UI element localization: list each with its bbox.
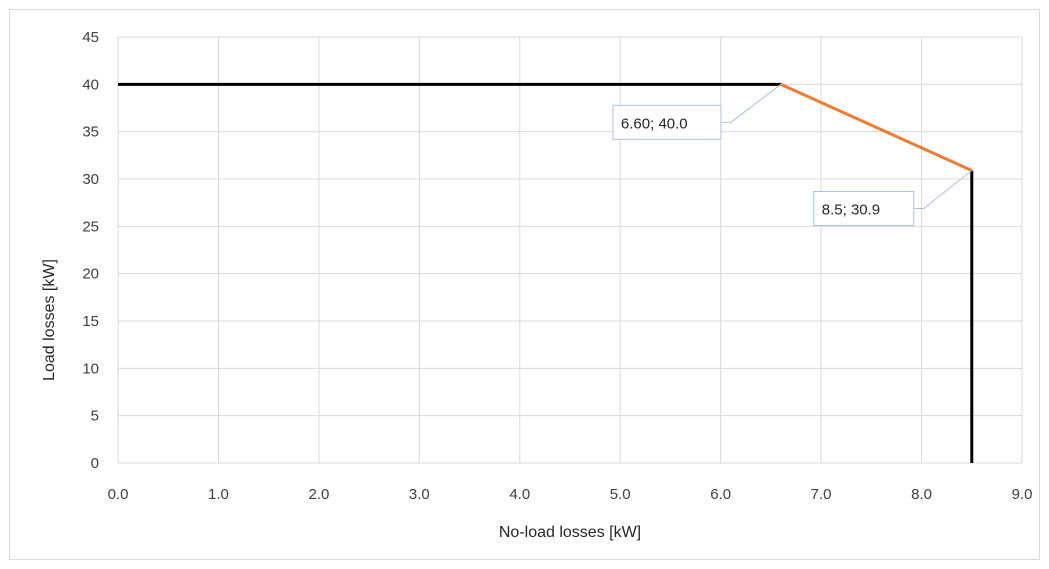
x-tick-label: 4.0 [509,486,530,503]
data-callout: 8.5; 30.9 [813,170,973,226]
y-tick-label: 30 [82,171,99,188]
x-tick-label: 9.0 [1012,486,1033,503]
x-tick-label: 1.0 [208,486,229,503]
y-tick-label: 20 [82,266,99,283]
x-tick-label: 2.0 [308,486,329,503]
chart-frame [9,9,1040,560]
series-lines [118,82,974,463]
y-axis-title: Load losses [kW] [41,259,58,381]
y-tick-label: 5 [91,408,99,425]
y-tick-label: 15 [82,313,99,330]
callout-leader-line [913,170,973,209]
data-callout: 6.60; 40.0 [612,83,782,140]
y-tick-label: 10 [82,360,99,377]
x-tick-label: 7.0 [811,486,832,503]
tick-labels: 0.0 1.0 2.0 3.0 4.0 5.0 6.0 7.0 8.0 9.0 0 5 10 15 20 25… [82,29,1032,503]
y-tick-label: 0 [91,455,99,472]
callout-box [813,190,915,226]
x-tick-label: 8.0 [911,486,932,503]
series-line-2 [780,82,973,172]
callout-leader-line [720,83,782,123]
y-tick-label: 25 [82,218,99,235]
x-tick-label: 6.0 [710,486,731,503]
y-tick-label: 45 [82,29,99,46]
x-tick-label: 5.0 [610,486,631,503]
x-tick-label: 3.0 [409,486,430,503]
callout-box [612,104,722,140]
y-tick-label: 40 [82,76,99,93]
callout-label: 6.60; 40.0 [621,115,688,132]
x-tick-label: 0.0 [108,486,129,503]
data-callouts: 6.60; 40.0 8.5; 30.9 [612,83,973,226]
callout-label: 8.5; 30.9 [822,201,880,218]
y-tick-label: 35 [82,124,99,141]
x-axis-title: No-load losses [kW] [499,524,641,541]
